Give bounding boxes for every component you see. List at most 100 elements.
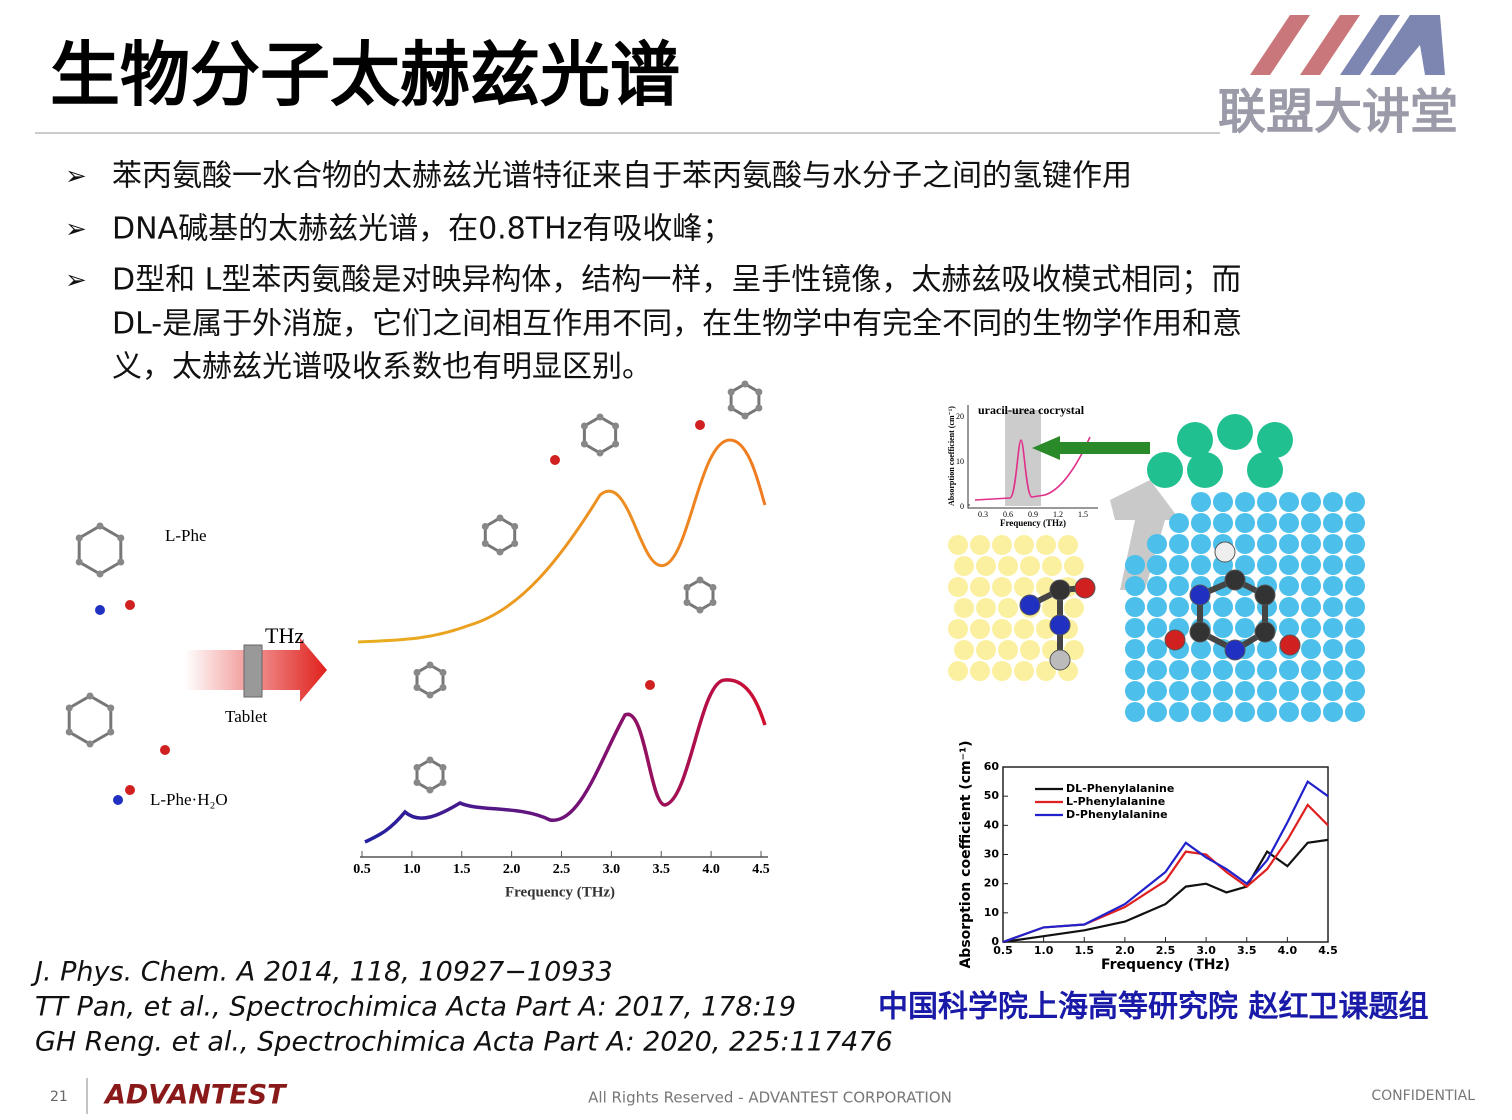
series-line bbox=[1002, 803, 1329, 944]
blue-molecule bbox=[1323, 597, 1343, 617]
inset-x-tick: 1.5 bbox=[1078, 510, 1088, 519]
atom bbox=[496, 548, 504, 556]
blue-molecule bbox=[1191, 702, 1211, 722]
blue-molecule bbox=[1169, 534, 1189, 554]
blue-molecule bbox=[1213, 618, 1233, 638]
molecule-ring bbox=[483, 516, 517, 554]
atom bbox=[426, 756, 434, 764]
x-tick-label: 3.0 bbox=[1196, 944, 1216, 957]
bullet-marker: ➢ bbox=[65, 266, 87, 296]
x-axis-label: Frequency (THz) bbox=[1101, 957, 1230, 973]
blue-molecule bbox=[1235, 555, 1255, 575]
inset-y-tick: 10 bbox=[956, 457, 964, 466]
yellow-molecule bbox=[948, 619, 968, 639]
blue-molecule bbox=[1125, 597, 1145, 617]
bullet-text: 苯丙氨酸一水合物的太赫兹光谱特征来自于苯丙氨酸与水分子之间的氢键作用 bbox=[112, 159, 1132, 194]
x-tick-label: 1.0 bbox=[1034, 944, 1054, 957]
blue-molecule bbox=[1235, 492, 1255, 512]
blue-molecule bbox=[1323, 555, 1343, 575]
molecule-ring bbox=[729, 382, 761, 418]
yellow-molecule bbox=[1058, 535, 1078, 555]
atom bbox=[481, 540, 489, 547]
blue-molecule bbox=[1191, 492, 1211, 512]
chart: 0 10 20 30 40 50 60 0.5 1.0 1.5 2.0 2.5 3.0 3.5 4.0 4.5… bbox=[958, 740, 1338, 973]
atom bbox=[612, 422, 620, 430]
atom bbox=[741, 412, 749, 420]
bullet-text: 义，太赫兹光谱吸收系数也有明显区别。 bbox=[112, 350, 652, 385]
x-axis-label: Frequency (THz) bbox=[505, 884, 615, 900]
atom bbox=[1049, 579, 1071, 601]
x-tick-label: 3.5 bbox=[1237, 944, 1257, 957]
atom bbox=[65, 728, 73, 736]
atom bbox=[755, 404, 763, 412]
inset-x-tick: 0.6 bbox=[1003, 510, 1013, 519]
blue-molecule bbox=[1235, 702, 1255, 722]
molecule-ring bbox=[415, 758, 445, 792]
atom bbox=[741, 380, 749, 388]
figure-right-top: uracil-urea cocrystal Absorption coeffic… bbox=[947, 403, 1365, 722]
blue-molecule bbox=[1301, 492, 1321, 512]
molecule-ring bbox=[77, 524, 123, 576]
inset-y-label: Absorption coefficient (cm⁻¹) bbox=[947, 406, 956, 506]
blue-molecule bbox=[1147, 681, 1167, 701]
yellow-molecule bbox=[1014, 661, 1034, 681]
blue-molecule bbox=[1213, 660, 1233, 680]
yellow-molecule bbox=[1014, 577, 1034, 597]
atom bbox=[645, 680, 655, 690]
yellow-molecule bbox=[1014, 619, 1034, 639]
blue-molecule bbox=[1125, 702, 1145, 722]
blue-molecule bbox=[1235, 618, 1255, 638]
blue-molecule bbox=[1169, 702, 1189, 722]
blue-molecule bbox=[1191, 660, 1211, 680]
blue-molecule bbox=[1257, 492, 1277, 512]
atom bbox=[426, 661, 434, 669]
y-tick-label: 0 bbox=[991, 935, 999, 948]
blue-molecule bbox=[1323, 513, 1343, 533]
molecule-ring bbox=[582, 415, 618, 455]
blue-molecule bbox=[1323, 576, 1343, 596]
series-line bbox=[1002, 838, 1329, 944]
legend-label: DL-Phenylalanine bbox=[1066, 782, 1174, 795]
atom bbox=[696, 576, 704, 584]
blue-molecule bbox=[1279, 492, 1299, 512]
blue-molecule bbox=[1301, 639, 1321, 659]
blue-molecule bbox=[1279, 681, 1299, 701]
blue-molecule bbox=[1257, 513, 1277, 533]
atom bbox=[1279, 634, 1301, 656]
atom bbox=[696, 606, 704, 614]
label: Tablet bbox=[225, 707, 268, 726]
green-molecule bbox=[1247, 452, 1283, 488]
green-molecule bbox=[1147, 452, 1183, 488]
blue-molecule bbox=[1235, 534, 1255, 554]
blue-molecule bbox=[1191, 534, 1211, 554]
atom bbox=[755, 388, 763, 396]
blue-molecule bbox=[1213, 702, 1233, 722]
atom bbox=[612, 440, 620, 448]
slide-title: 生物分子太赫兹光谱 bbox=[50, 34, 680, 116]
blue-molecule bbox=[1279, 576, 1299, 596]
yellow-molecule bbox=[948, 577, 968, 597]
x-tick-label: 4.0 bbox=[1278, 944, 1298, 957]
atom bbox=[439, 779, 447, 786]
atom bbox=[1224, 569, 1246, 591]
y-tick-label: 60 bbox=[984, 760, 1000, 773]
inset-y-tick: 20 bbox=[956, 412, 964, 421]
y-tick-label: 10 bbox=[984, 906, 1000, 919]
blue-molecule bbox=[1301, 597, 1321, 617]
blue-molecule bbox=[1147, 597, 1167, 617]
atom bbox=[75, 558, 83, 566]
logo-stroke bbox=[1340, 15, 1400, 75]
atom bbox=[1049, 614, 1071, 636]
inset-x-label: Frequency (THz) bbox=[1000, 518, 1066, 528]
blue-molecule bbox=[1213, 597, 1233, 617]
y-tick-label: 30 bbox=[984, 848, 1000, 861]
atom bbox=[125, 600, 135, 610]
atom bbox=[413, 669, 421, 676]
blue-molecule bbox=[1257, 702, 1277, 722]
blue-molecule bbox=[1323, 639, 1343, 659]
blue-molecule bbox=[1279, 534, 1299, 554]
x-tick-label: 0.5 bbox=[353, 862, 371, 877]
reference: J. Phys. Chem. A 2014, 118, 10927−10933 bbox=[30, 957, 613, 988]
blue-molecule bbox=[1257, 534, 1277, 554]
x-tick-label: 2.5 bbox=[1156, 944, 1176, 957]
